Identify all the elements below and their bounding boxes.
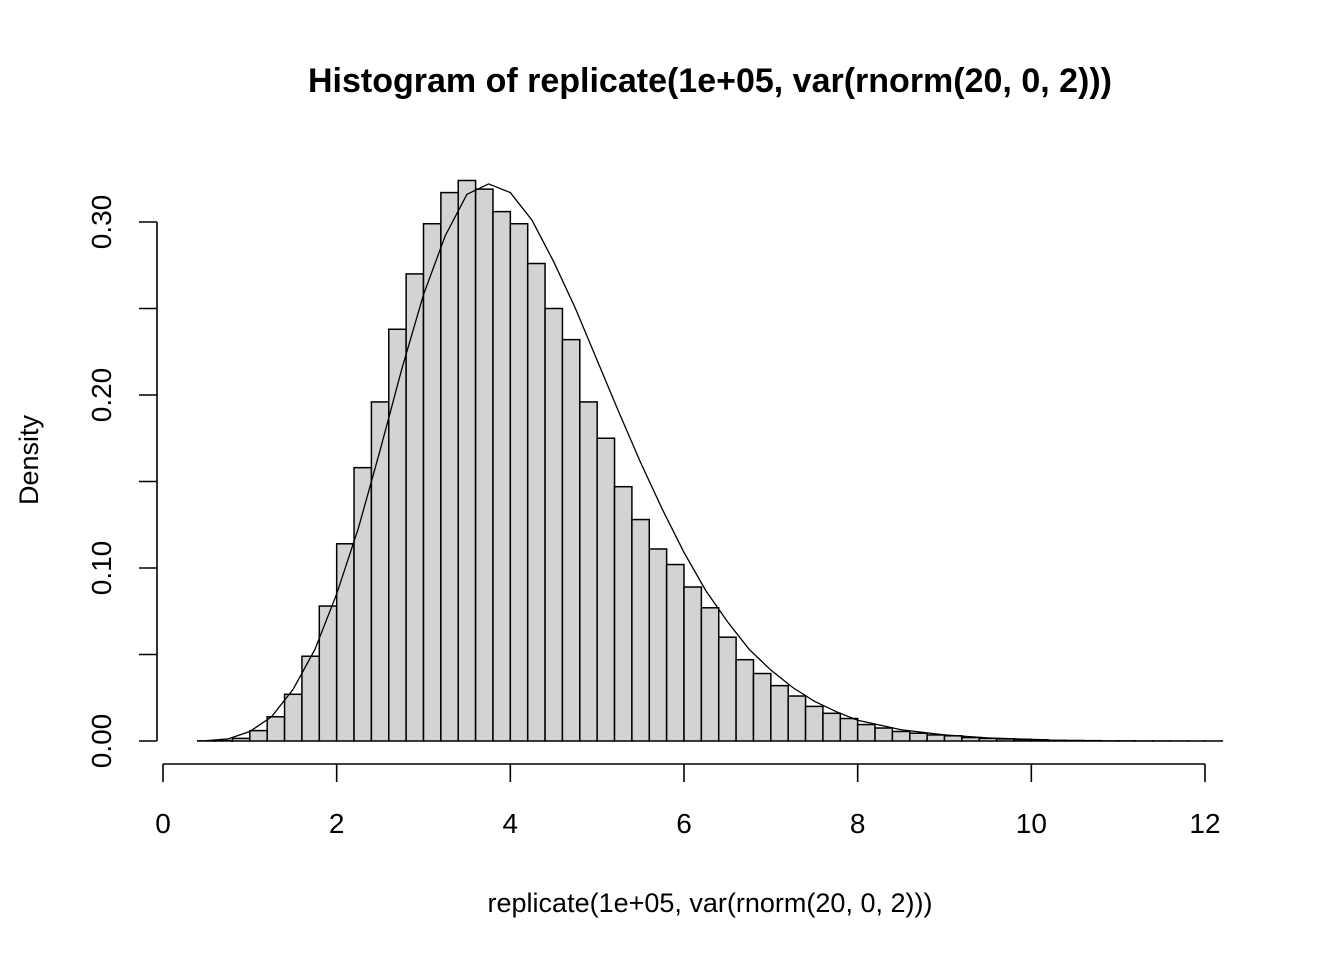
x-tick-label: 10 [1016, 808, 1047, 839]
histogram-bar [509, 222, 529, 742]
y-tick-label: 0.10 [86, 541, 117, 596]
x-tick-label: 0 [155, 808, 171, 839]
histogram-bar [266, 716, 286, 742]
histogram-bar [926, 734, 946, 742]
chart-title: Histogram of replicate(1e+05, var(rnorm(… [308, 62, 1112, 100]
histogram-bar [596, 437, 616, 742]
y-axis: 0.00 0.10 0.20 0.30 [86, 195, 158, 769]
histogram-bar [683, 586, 703, 742]
histogram-bar [735, 658, 755, 742]
y-tick-label: 0.20 [86, 368, 117, 423]
histogram-bar [579, 401, 598, 742]
histogram-bar [613, 485, 633, 742]
histogram-bar [1047, 739, 1067, 742]
histogram-bar [961, 736, 980, 742]
histogram-bar [787, 695, 807, 742]
histogram-bar [370, 401, 390, 742]
histogram-bar [440, 191, 459, 742]
histogram-bar [978, 737, 998, 742]
histogram-bar [526, 262, 546, 742]
x-tick-label: 8 [850, 808, 866, 839]
histogram-bar [839, 717, 859, 742]
density-curve [206, 183, 1049, 742]
histogram-bar [214, 739, 234, 742]
histogram-bar [388, 328, 407, 742]
histogram-bar [544, 307, 564, 742]
x-tick-label: 12 [1189, 808, 1220, 839]
histogram-bar [249, 729, 268, 742]
histogram-bar [874, 727, 894, 742]
x-axis: 0 2 4 6 8 10 12 [155, 763, 1221, 839]
histogram-bar [631, 518, 651, 742]
histogram-bar [717, 636, 737, 742]
y-axis-label: Density [14, 414, 44, 505]
histogram-bar [648, 548, 668, 742]
histogram-bar [665, 563, 685, 742]
histogram-bar [856, 723, 876, 742]
y-tick-label: 0.00 [86, 714, 117, 769]
histogram-bar [335, 543, 355, 742]
histogram-bar [752, 672, 772, 742]
histogram-bars [196, 179, 1224, 742]
histogram-bar [822, 712, 842, 742]
histogram-bar [231, 737, 251, 742]
histogram-bar [1065, 739, 1085, 742]
histogram-bar [474, 188, 494, 742]
y-tick-label: 0.30 [86, 195, 117, 250]
histogram-bar [891, 730, 911, 742]
x-tick-label: 6 [676, 808, 692, 839]
histogram-bar [804, 705, 824, 742]
histogram-bar [283, 693, 303, 742]
histogram-bar [457, 179, 477, 742]
histogram-bar [318, 605, 338, 742]
histogram-bar [353, 466, 373, 742]
histogram-bar [909, 732, 928, 742]
histogram-bar [770, 684, 789, 742]
histogram-bar [700, 607, 720, 742]
x-tick-label: 4 [503, 808, 519, 839]
histogram-bar [492, 210, 512, 742]
x-axis-label: replicate(1e+05, var(rnorm(20, 0, 2))) [488, 888, 933, 918]
x-tick-label: 2 [329, 808, 345, 839]
histogram-bar [561, 338, 581, 742]
histogram-bar [422, 222, 442, 742]
